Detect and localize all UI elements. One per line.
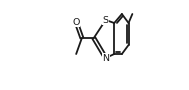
Text: O: O (72, 17, 80, 26)
Text: N: N (102, 53, 109, 62)
Text: S: S (103, 15, 109, 24)
